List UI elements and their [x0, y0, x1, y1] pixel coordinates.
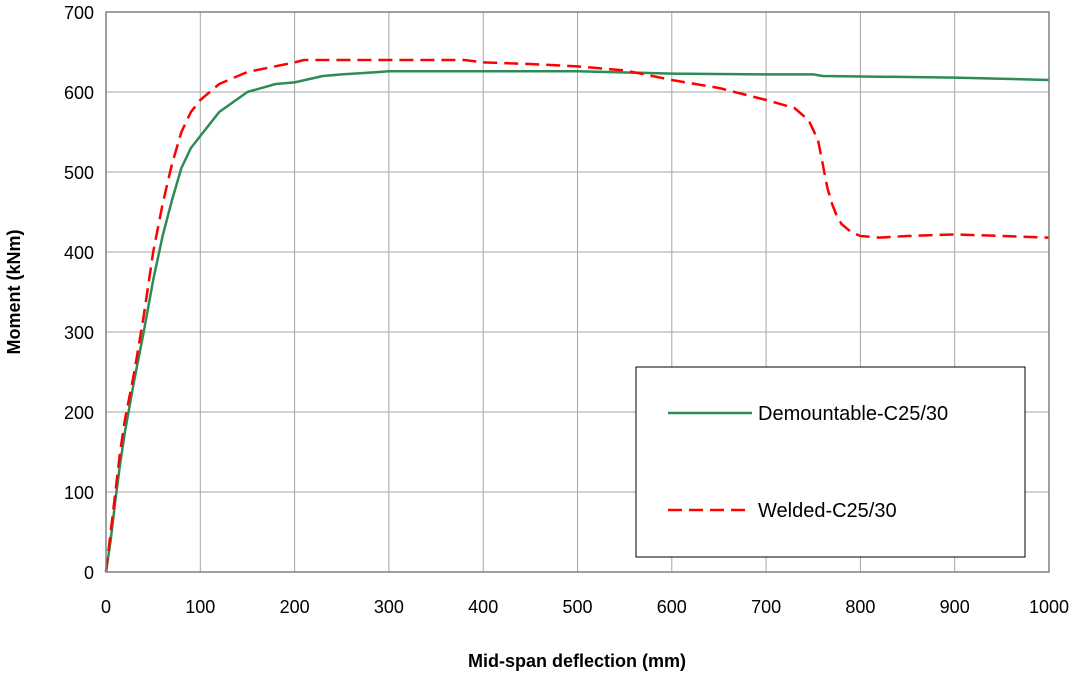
x-tick-label: 400 [468, 597, 498, 617]
x-tick-label: 0 [101, 597, 111, 617]
y-tick-label: 500 [64, 163, 94, 183]
y-tick-label: 700 [64, 3, 94, 23]
x-tick-label: 600 [657, 597, 687, 617]
x-tick-label: 500 [562, 597, 592, 617]
y-tick-labels: 0 100 200 300 400 500 600 700 [64, 3, 94, 583]
legend: Demountable-C25/30 Welded-C25/30 [635, 366, 1026, 558]
x-tick-label: 700 [751, 597, 781, 617]
x-tick-label: 200 [280, 597, 310, 617]
y-tick-label: 600 [64, 83, 94, 103]
x-tick-label: 100 [185, 597, 215, 617]
series-line-0 [104, 69, 1050, 573]
x-tick-label: 900 [940, 597, 970, 617]
x-tick-label: 800 [845, 597, 875, 617]
legend-box [635, 366, 1026, 558]
series-line-1 [104, 58, 1050, 573]
plot-border [105, 11, 1050, 573]
x-axis-title: Mid-span deflection (mm) [468, 651, 686, 671]
x-tick-label: 1000 [1029, 597, 1069, 617]
x-tick-labels: 0 100 200 300 400 500 600 700 800 900 1000 [101, 597, 1069, 617]
y-tick-label: 300 [64, 323, 94, 343]
series-lines [104, 58, 1050, 573]
y-tick-label: 400 [64, 243, 94, 263]
legend-label-demountable: Demountable-C25/30 [758, 403, 948, 425]
x-tick-label: 300 [374, 597, 404, 617]
y-tick-label: 200 [64, 403, 94, 423]
y-tick-label: 0 [84, 563, 94, 583]
y-tick-label: 100 [64, 483, 94, 503]
legend-label-welded: Welded-C25/30 [758, 500, 897, 522]
y-axis-title: Moment (kNm) [4, 229, 24, 354]
